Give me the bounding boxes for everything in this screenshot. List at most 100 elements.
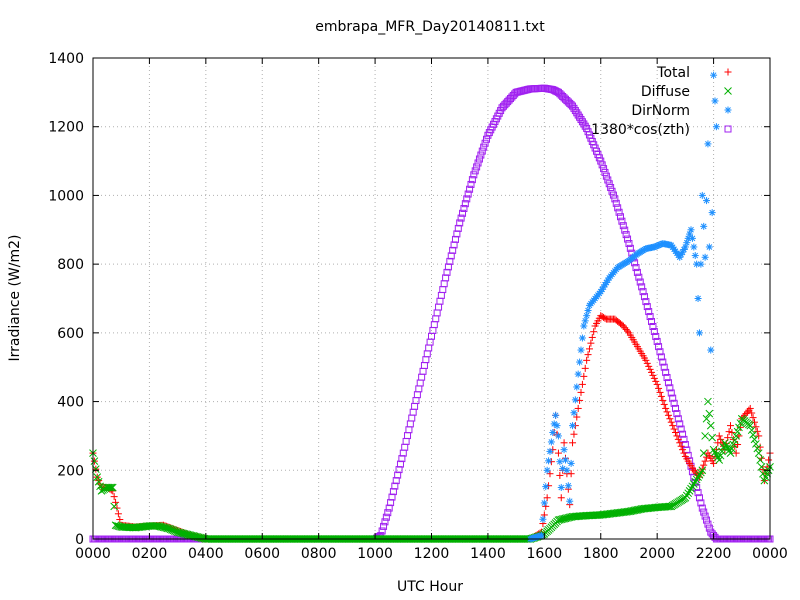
data-point [635,273,643,281]
data-point [657,392,665,400]
legend-label: DirNorm [631,103,690,119]
data-point [607,184,615,192]
data-point [656,348,664,356]
data-point [395,466,403,474]
data-point [600,165,608,173]
data-point [580,322,588,330]
data-point [546,447,554,455]
data-point [701,253,709,261]
data-point [394,471,402,479]
data-point [172,527,181,536]
data-point [666,415,674,423]
data-point [715,456,724,464]
data-point [464,190,472,198]
data-point [601,168,609,176]
data-point [106,483,114,492]
data-point [672,404,680,412]
legend-marker [724,106,732,114]
data-point [463,195,471,203]
data-point [473,163,481,171]
data-point [711,97,719,105]
data-point [549,428,557,436]
data-point [444,263,452,271]
data-point [659,358,667,366]
data-point [111,521,120,530]
data-point [580,372,588,380]
data-point [451,235,459,243]
data-point [113,504,121,512]
data-point [578,334,586,342]
data-point [697,260,705,268]
data-point [569,422,577,430]
x-tick-label: 2000 [639,546,675,562]
data-point [396,460,404,468]
data-point [646,313,654,321]
data-point [542,483,550,491]
data-point [642,356,650,364]
data-point [666,502,674,511]
data-point [573,383,581,391]
legend-marker [724,68,732,76]
data-point [557,483,565,491]
data-point [662,368,670,376]
data-point [640,293,648,301]
data-point [612,199,620,207]
data-point [570,409,578,417]
data-point [673,410,681,418]
data-point [698,504,706,512]
data-point [746,404,754,412]
data-point [650,374,658,382]
data-point [554,432,562,440]
data-point [663,408,671,416]
data-point [687,484,695,493]
data-point [648,318,656,326]
data-point [698,191,706,199]
legend-item: DirNorm [631,103,732,119]
data-point [667,418,675,426]
data-point [636,278,644,286]
data-point [748,409,756,417]
x-tick-label: 0600 [244,546,280,562]
data-point [552,411,560,419]
data-point [727,422,735,430]
data-point [679,430,687,438]
data-point [483,135,491,143]
data-point [110,502,119,511]
data-point [698,466,707,475]
data-point [619,222,627,230]
data-point [569,439,577,447]
data-point [681,493,690,502]
data-point [718,447,726,456]
data-point [639,288,647,296]
data-point [673,432,681,440]
data-point [554,449,562,457]
data-point [664,379,672,387]
data-point [669,422,677,430]
data-point [682,491,691,500]
data-point [692,475,701,484]
legend-item: Diffuse [641,84,732,100]
data-point [753,444,762,453]
data-point [652,377,660,385]
data-point [384,509,392,517]
data-point [553,422,561,430]
grid-lines [93,58,770,539]
data-point [659,396,667,404]
data-point [467,180,475,188]
data-point [645,362,653,370]
data-point [385,504,393,512]
data-point [446,257,454,265]
data-point [598,161,606,169]
data-point [447,252,455,260]
data-point [662,404,670,412]
data-point [677,442,685,450]
data-point [566,497,574,505]
data-point [474,159,482,167]
data-point [388,493,396,501]
data-point [564,482,572,490]
data-point [583,356,591,364]
x-tick-label: 0000 [75,546,111,562]
x-tick-label: 2200 [696,546,732,562]
data-point [679,446,687,454]
data-point [732,432,741,440]
